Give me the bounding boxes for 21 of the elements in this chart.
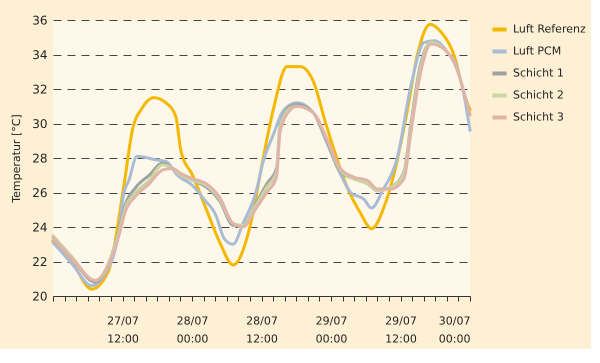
y-tick-label: 26 bbox=[32, 186, 48, 200]
legend-label: Schicht 1 bbox=[513, 66, 564, 80]
y-tick-label: 22 bbox=[32, 255, 48, 269]
x-tick-label: 28/07 00:00 bbox=[176, 314, 208, 346]
legend-label: Schicht 2 bbox=[513, 88, 564, 102]
x-tick-label: 29/07 00:00 bbox=[316, 314, 348, 346]
y-tick-label: 24 bbox=[32, 220, 48, 234]
legend-label: Luft Referenz bbox=[513, 22, 586, 36]
x-tick-label: 30/07 00:00 bbox=[438, 314, 470, 346]
y-tick-label: 36 bbox=[32, 14, 48, 28]
y-tick-label: 20 bbox=[32, 290, 48, 304]
x-tick-label: 29/07 12:00 bbox=[385, 314, 417, 346]
y-axis-title: Temperatur [°C] bbox=[10, 114, 24, 204]
y-tick-label: 28 bbox=[32, 152, 48, 166]
y-tick-label: 34 bbox=[32, 48, 48, 62]
legend-label: Schicht 3 bbox=[513, 110, 564, 124]
y-tick-label: 32 bbox=[32, 82, 48, 96]
legend-label: Luft PCM bbox=[513, 44, 562, 58]
x-tick-label: 27/07 12:00 bbox=[107, 314, 139, 346]
y-tick-label: 30 bbox=[32, 117, 48, 131]
x-tick-label: 28/07 12:00 bbox=[246, 314, 278, 346]
